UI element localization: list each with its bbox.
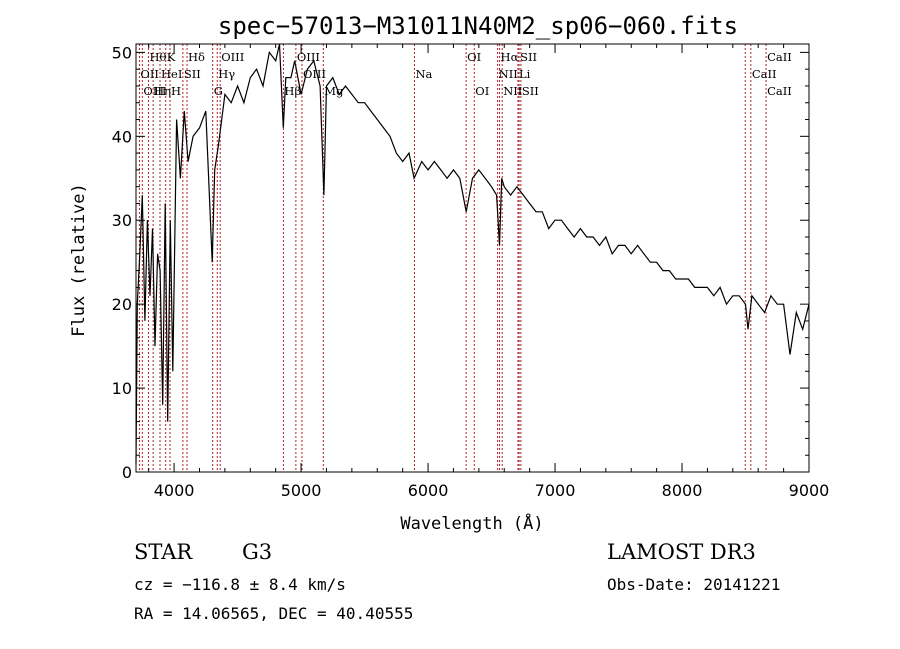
line-label-top-8: CaII: [767, 50, 792, 64]
line-label-top-2: Hδ: [188, 50, 205, 64]
object-class: STAR: [134, 540, 193, 564]
observation-date: Obs-Date: 20141221: [607, 575, 781, 594]
y-tick-label-3: 30: [112, 211, 132, 230]
line-label-bot-3: G: [214, 84, 223, 98]
ra-dec-coordinates: RA = 14.06565, DEC = 40.40555: [134, 604, 414, 623]
plot-frame: [135, 43, 810, 473]
line-label-top-1: K: [167, 50, 176, 64]
line-label-bot-0: OIII: [143, 84, 166, 98]
line-label-bot-6: OI: [475, 84, 489, 98]
line-label-bot-8: SII: [522, 84, 539, 98]
x-axis-label: Wavelength (Å): [400, 512, 543, 534]
line-label-bot-7: NII: [503, 84, 522, 98]
line-label-mid-5: Na: [415, 67, 432, 81]
line-label-bot-1: Hη: [154, 84, 171, 98]
object-subclass: G3: [242, 540, 273, 564]
line-label-top-3: OIII: [221, 50, 244, 64]
y-tick-label-2: 20: [112, 295, 132, 314]
line-label-mid-8: CaII: [752, 67, 777, 81]
line-label-mid-4: OIII: [303, 67, 326, 81]
y-axis-label: Flux (relative): [69, 183, 89, 337]
x-axis-ticks: 4000 5000 6000 7000 8000 9000: [148, 44, 830, 500]
emission-line-markers: [138, 44, 767, 472]
x-tick-label-2: 6000: [408, 481, 449, 500]
y-tick-label-4: 40: [112, 127, 132, 146]
flux-series-line: [135, 43, 810, 464]
x-tick-label-4: 8000: [662, 481, 703, 500]
survey-name: LAMOST DR3: [607, 540, 756, 564]
line-label-top-7: SII: [520, 50, 537, 64]
x-tick-label-0: 4000: [154, 481, 195, 500]
x-tick-label-3: 7000: [535, 481, 576, 500]
line-label-mid-3: Hγ: [218, 67, 235, 81]
y-tick-label-0: 0: [122, 463, 132, 482]
line-label-top-5: OI: [467, 50, 481, 64]
x-tick-label-1: 5000: [281, 481, 322, 500]
line-label-top-0: Hθ: [149, 50, 166, 64]
line-label-mid-2: SII: [184, 67, 201, 81]
line-label-mid-0: OII: [140, 67, 159, 81]
line-label-top-6: Hα: [501, 50, 519, 64]
line-label-top-4: OIII: [297, 50, 320, 64]
y-tick-label-1: 10: [112, 379, 132, 398]
line-label-mid-6: NII: [499, 67, 518, 81]
x-tick-label-5: 9000: [789, 481, 830, 500]
line-label-mid-1: HeI: [161, 67, 182, 81]
line-label-bot-5: Mg: [324, 84, 344, 98]
line-label-bot-2: H: [171, 84, 181, 98]
line-label-bot-4: Hβ: [284, 84, 301, 98]
line-label-bot-9: CaII: [767, 84, 792, 98]
chart-title: spec−57013−M31011N40M2_sp06−060.fits: [218, 12, 738, 40]
y-axis-ticks: 0 10 20 30 40 50: [112, 43, 809, 482]
line-label-mid-7: Li: [519, 67, 531, 81]
redshift-cz: cz = −116.8 ± 8.4 km/s: [134, 575, 346, 594]
y-tick-label-5: 50: [112, 43, 132, 62]
